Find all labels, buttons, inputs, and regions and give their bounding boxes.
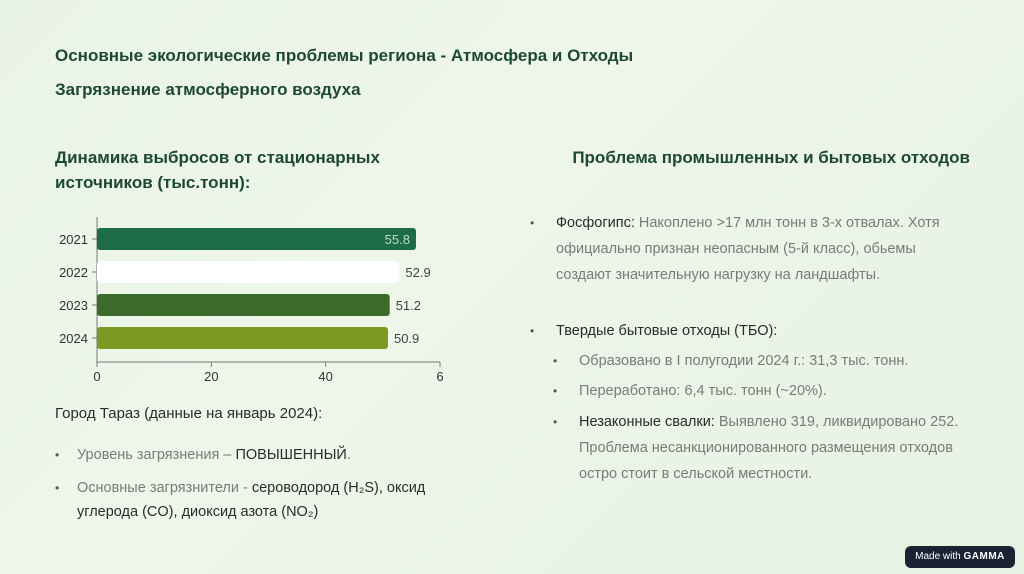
made-with-gamma-badge[interactable]: Made with GAMMA xyxy=(905,546,1015,568)
page-subtitle: Загрязнение атмосферного воздуха xyxy=(55,80,361,99)
bullet-dot: • xyxy=(55,448,60,462)
msw-item: • Твердые бытовые отходы (ТБО): xyxy=(530,318,950,344)
item-text: Выявлено 319, ликвидировано 252. Проблем… xyxy=(579,414,959,482)
bar-2022 xyxy=(97,261,400,283)
msw-generated-item: • Образовано в I полугодии 2024 г.: 31,3… xyxy=(553,348,973,374)
item-strong: Твердые бытовые отходы (ТБО): xyxy=(556,323,778,339)
bar-2021 xyxy=(97,228,416,250)
bullet-dot: • xyxy=(530,324,535,338)
waste-heading: Проблема промышленных и бытовых отходов xyxy=(572,148,970,167)
bar-value-label: 51.2 xyxy=(396,298,421,313)
illegal-dumps-item: • Незаконные свалки: Выявлено 319, ликви… xyxy=(553,409,973,487)
phosphogypsum-item: • Фосфогипс: Накоплено >17 млн тонн в 3-… xyxy=(530,210,950,288)
bullet-label: Основные загрязнители - xyxy=(77,480,252,496)
emissions-heading: Динамика выбросов от стационарных источн… xyxy=(55,148,380,192)
x-tick-label: 6 xyxy=(436,369,443,384)
y-tick-label: 2024 xyxy=(59,331,88,346)
bullet-strong: ПОВЫШЕННЫЙ xyxy=(235,447,347,463)
bar-value-label: 52.9 xyxy=(405,265,430,280)
bullet-dot: • xyxy=(55,481,60,495)
city-note: Город Тараз (данные на январь 2024): xyxy=(55,405,323,422)
emissions-bar-chart: 2021 55.8 2022 52.9 2023 51.2 2024 50.9 0 20 40 6 xyxy=(59,217,444,384)
y-tick-label: 2022 xyxy=(59,265,88,280)
bullet-dot: • xyxy=(553,384,558,398)
bar-2023 xyxy=(97,294,390,316)
x-tick-label: 20 xyxy=(204,369,218,384)
bullet-suffix: . xyxy=(346,447,351,463)
bar-2024 xyxy=(97,327,388,349)
bullet-label: Уровень загрязнения – xyxy=(77,447,236,463)
x-tick-label: 0 xyxy=(93,369,100,384)
item-text: Переработано: 6,4 тыс. тонн (~20%). xyxy=(579,383,827,399)
item-text: Образовано в I полугодии 2024 г.: 31,3 т… xyxy=(579,353,909,369)
bar-value-label: 55.8 xyxy=(385,232,410,247)
y-tick-label: 2021 xyxy=(59,232,88,247)
badge-prefix: Made with xyxy=(915,551,961,562)
bullet-dot: • xyxy=(553,354,558,368)
bar-value-label: 50.9 xyxy=(394,331,419,346)
pollutants-bullet: • Основные загрязнители - сероводород (H… xyxy=(55,476,487,524)
y-tick-label: 2023 xyxy=(59,298,88,313)
bullet-dot: • xyxy=(553,415,558,429)
x-tick-label: 40 xyxy=(318,369,332,384)
item-strong: Фосфогипс: xyxy=(556,215,635,231)
badge-brand: GAMMA xyxy=(963,551,1005,562)
item-strong: Незаконные свалки: xyxy=(579,414,715,430)
bullet-strong: сероводород (H₂S), оксид углерода (CO), … xyxy=(77,480,426,520)
bullet-dot: • xyxy=(530,216,535,230)
page-title: Основные экологические проблемы региона … xyxy=(55,46,634,65)
msw-recycled-item: • Переработано: 6,4 тыс. тонн (~20%). xyxy=(553,378,973,404)
pollution-level-bullet: • Уровень загрязнения – ПОВЫШЕННЫЙ. xyxy=(55,443,497,467)
item-text: Накоплено >17 млн тонн в 3-х отвалах. Хо… xyxy=(556,215,940,283)
